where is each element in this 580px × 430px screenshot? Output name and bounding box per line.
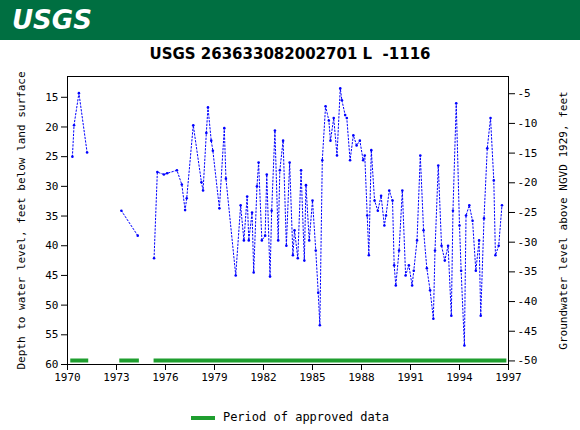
html-text:USGS: USGS — [12, 5, 92, 35]
html-text:USGS 263633082002701 L -1116: USGS 263633082002701 L -1116 — [149, 45, 431, 63]
svg-text:45: 45 — [45, 269, 58, 282]
svg-text:1994: 1994 — [446, 371, 473, 384]
svg-text:-10: -10 — [518, 117, 538, 130]
svg-text:35: 35 — [45, 210, 58, 223]
svg-text:1991: 1991 — [397, 371, 424, 384]
svg-text:1970: 1970 — [54, 371, 81, 384]
svg-text:-5: -5 — [518, 87, 531, 100]
svg-text:1997: 1997 — [495, 371, 522, 384]
svg-text:-20: -20 — [518, 176, 538, 189]
svg-text:25: 25 — [45, 150, 58, 163]
svg-text:1988: 1988 — [348, 371, 375, 384]
svg-text:15: 15 — [45, 91, 58, 104]
svg-text:1973: 1973 — [103, 371, 130, 384]
svg-text:20: 20 — [45, 120, 58, 133]
html-text:Period of approved data: Period of approved data — [222, 410, 390, 424]
svg-text:Groundwater level above NGVD 1: Groundwater level above NGVD 1929, feet — [557, 91, 570, 349]
svg-text:-30: -30 — [518, 236, 538, 249]
svg-text:55: 55 — [45, 328, 58, 341]
svg-text:50: 50 — [45, 299, 58, 312]
svg-text:-50: -50 — [518, 354, 538, 367]
svg-text:-40: -40 — [518, 295, 538, 308]
svg-text:1976: 1976 — [152, 371, 179, 384]
svg-text:-15: -15 — [518, 147, 538, 160]
svg-text:1985: 1985 — [299, 371, 326, 384]
svg-text:Depth to water level, feet bel: Depth to water level, feet below land su… — [15, 71, 28, 369]
svg-text:60: 60 — [45, 358, 58, 371]
svg-text:-35: -35 — [518, 265, 538, 278]
svg-text:40: 40 — [45, 239, 58, 252]
svg-text:1979: 1979 — [201, 371, 228, 384]
svg-text:1982: 1982 — [250, 371, 277, 384]
svg-text:-25: -25 — [518, 206, 538, 219]
svg-text:30: 30 — [45, 180, 58, 193]
svg-text:-45: -45 — [518, 325, 538, 338]
